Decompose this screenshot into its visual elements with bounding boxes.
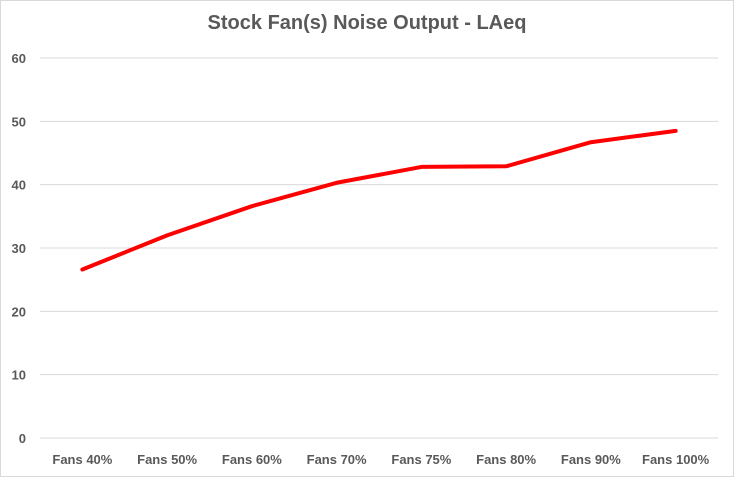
y-tick-label: 40 bbox=[12, 178, 26, 193]
x-tick-label: Fans 100% bbox=[642, 452, 710, 467]
y-tick-label: 60 bbox=[12, 51, 26, 66]
y-axis-tick-labels: 0 10 20 30 40 50 60 bbox=[12, 51, 26, 446]
series-layer bbox=[80, 128, 678, 272]
y-tick-label: 20 bbox=[12, 304, 26, 319]
series-line-0 bbox=[80, 128, 678, 272]
gridlines bbox=[40, 57, 718, 439]
y-tick-label: 0 bbox=[19, 431, 26, 446]
x-tick-label: Fans 60% bbox=[222, 452, 282, 467]
x-axis-tick-labels: Fans 40% Fans 50% Fans 60% Fans 70% Fans 75%… bbox=[52, 452, 709, 467]
y-tick-label: 50 bbox=[12, 114, 26, 129]
x-tick-label: Fans 40% bbox=[52, 452, 112, 467]
x-tick-label: Fans 50% bbox=[137, 452, 197, 467]
y-tick-label: 10 bbox=[12, 368, 26, 383]
x-tick-label: Fans 70% bbox=[307, 452, 367, 467]
x-tick-label: Fans 75% bbox=[391, 452, 451, 467]
x-tick-label: Fans 90% bbox=[561, 452, 621, 467]
chart-title: Stock Fan(s) Noise Output - LAeq bbox=[207, 12, 527, 34]
x-tick-label: Fans 80% bbox=[476, 452, 536, 467]
y-tick-label: 30 bbox=[12, 241, 26, 256]
